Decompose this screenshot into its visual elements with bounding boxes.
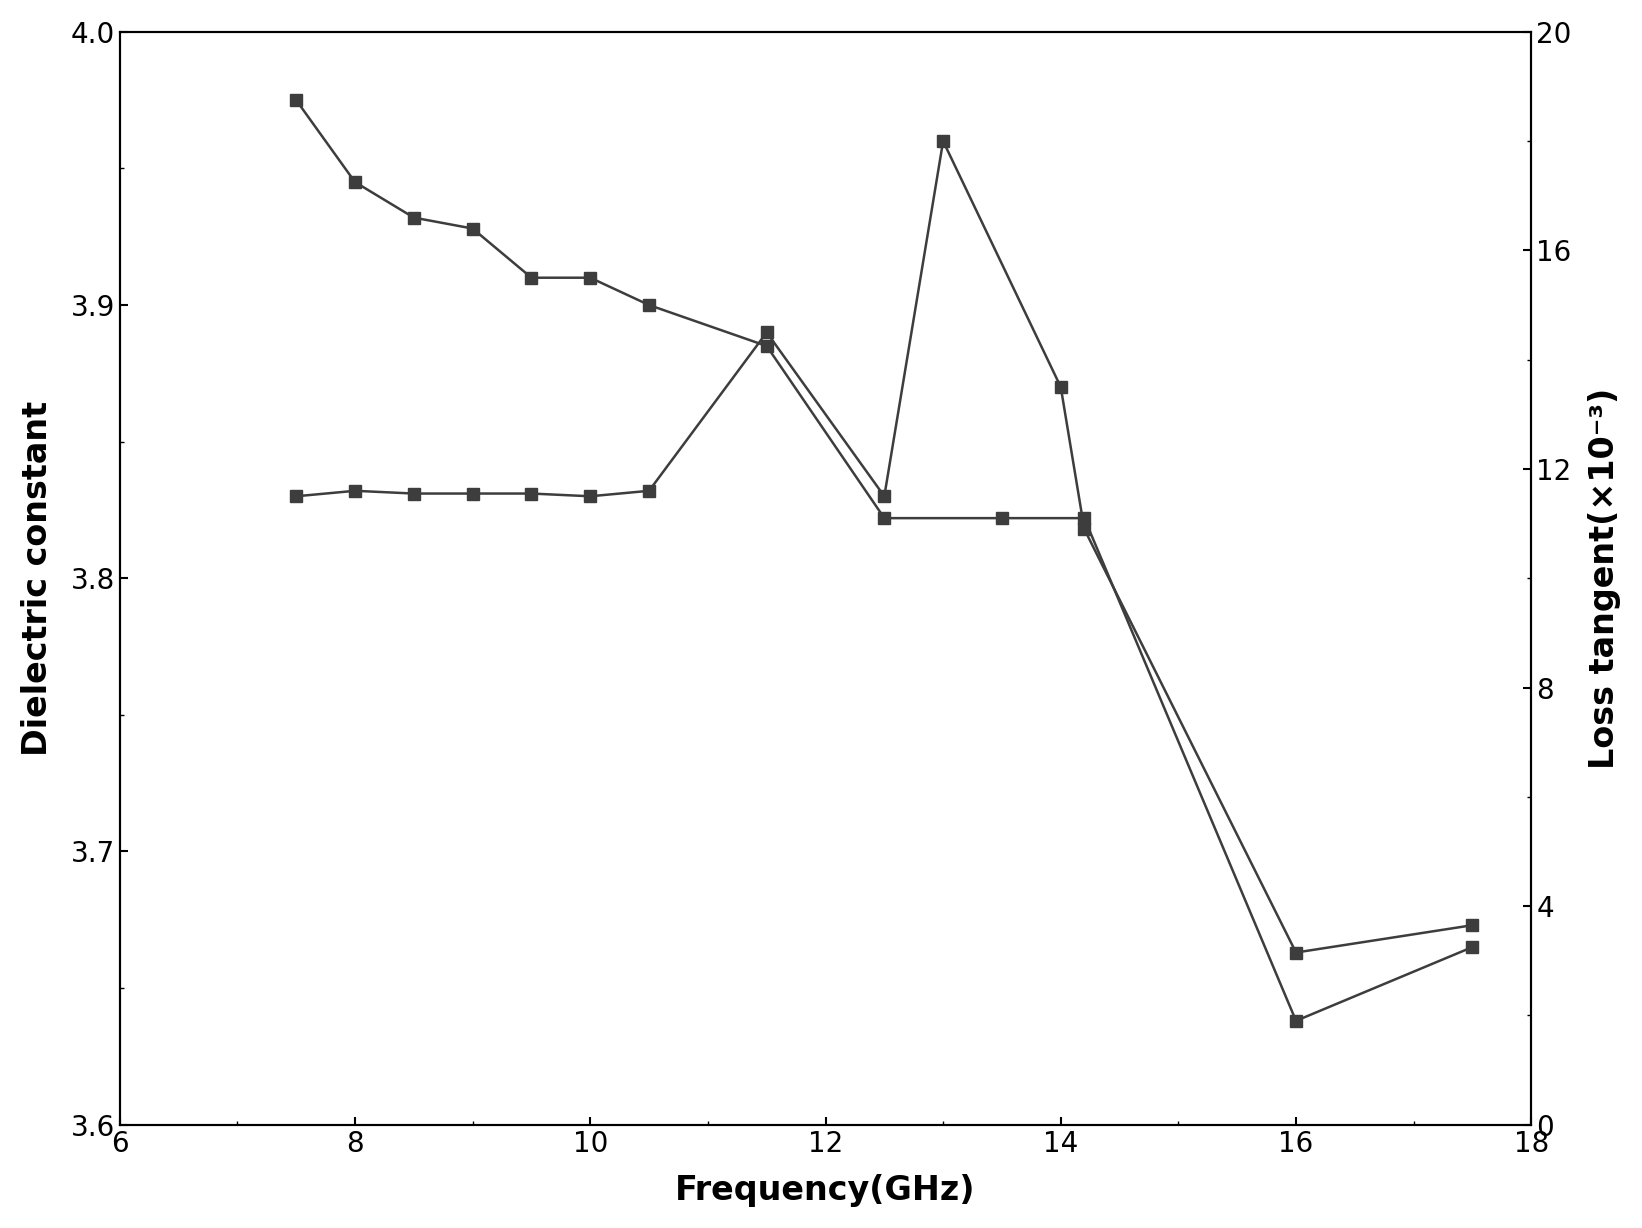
X-axis label: Frequency(GHz): Frequency(GHz) — [675, 1174, 975, 1207]
Y-axis label: Loss tangent(×10⁻³): Loss tangent(×10⁻³) — [1588, 388, 1621, 769]
Y-axis label: Dielectric constant: Dielectric constant — [21, 400, 54, 755]
